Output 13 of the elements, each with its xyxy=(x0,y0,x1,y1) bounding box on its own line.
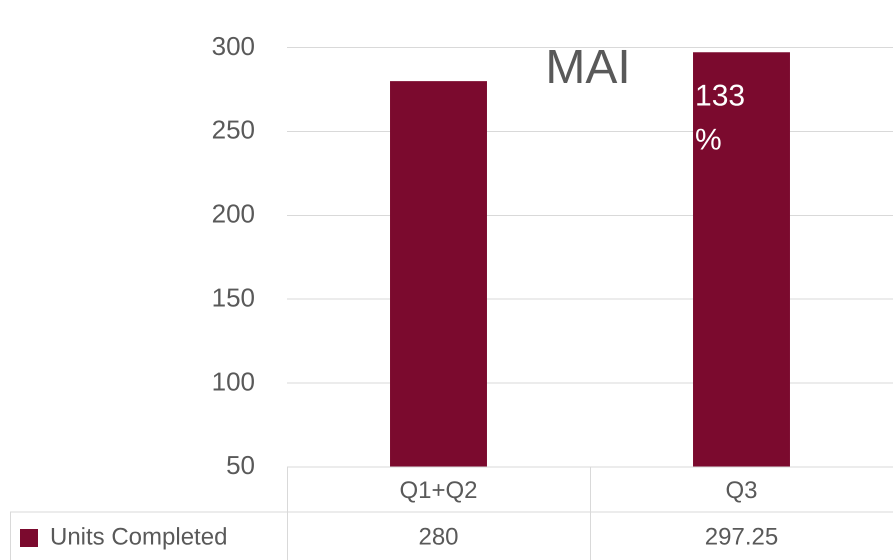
x-tick-label: Q1+Q2 xyxy=(399,477,478,504)
legend-label: Units Completed xyxy=(50,524,228,551)
y-tick-label: 250 xyxy=(212,114,255,145)
y-tick-label: 150 xyxy=(212,282,255,312)
x-tick-label: Q3 xyxy=(725,477,758,504)
y-tick-label: 50 xyxy=(226,450,255,480)
data-label: 297.25 xyxy=(704,524,778,551)
y-tick-label: 200 xyxy=(212,198,255,229)
chart-title: MAI xyxy=(545,40,631,94)
data-label: 280 xyxy=(418,524,459,551)
y-tick-label: 100 xyxy=(212,366,255,396)
annotation: 133 % xyxy=(695,79,746,156)
y-tick-label: 300 xyxy=(212,30,255,61)
